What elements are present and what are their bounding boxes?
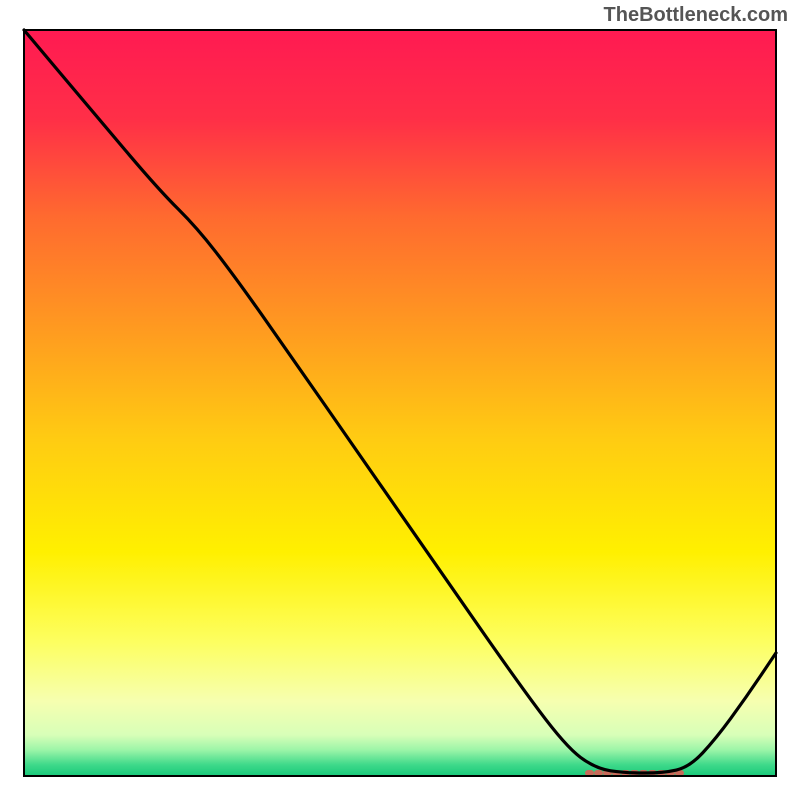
chart-container: TheBottleneck.com <box>0 0 800 800</box>
bottleneck-chart <box>0 0 800 800</box>
plot-background <box>24 30 776 776</box>
watermark-text: TheBottleneck.com <box>604 4 788 27</box>
plot-area <box>24 30 776 776</box>
